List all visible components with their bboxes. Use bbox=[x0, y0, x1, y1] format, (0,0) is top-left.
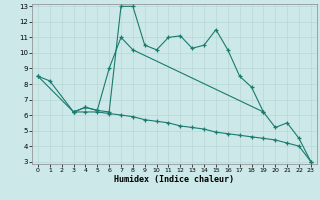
X-axis label: Humidex (Indice chaleur): Humidex (Indice chaleur) bbox=[115, 175, 234, 184]
